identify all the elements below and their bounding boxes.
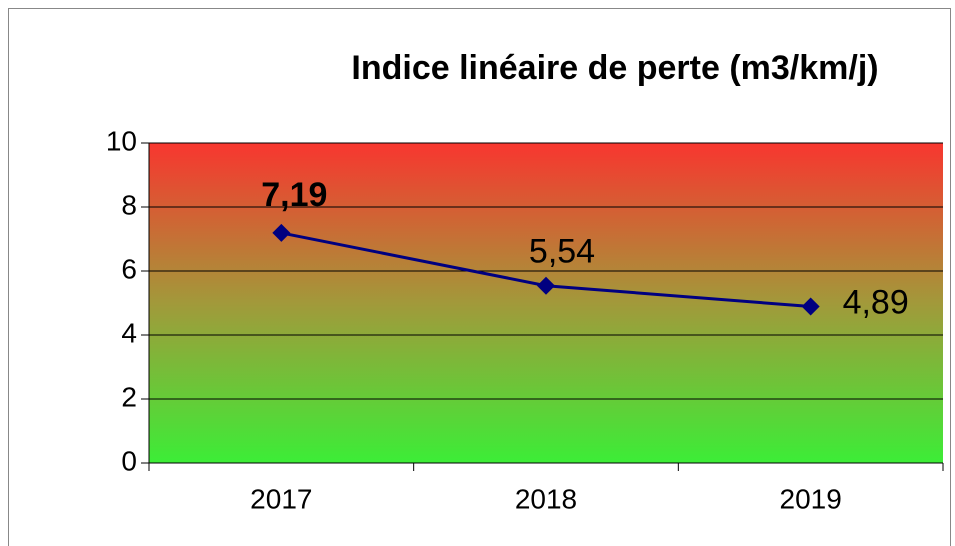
data-label: 4,89 (843, 284, 909, 322)
y-tick-label: 0 (121, 445, 137, 476)
marker (801, 297, 820, 316)
data-label: 5,54 (529, 233, 595, 271)
x-tick-label: 2019 (780, 483, 842, 514)
x-tick-label: 2017 (250, 483, 312, 514)
y-tick-label: 10 (106, 125, 137, 156)
chart-title: Indice linéaire de perte (m3/km/j) (351, 49, 878, 87)
x-tick-label: 2018 (515, 483, 577, 514)
chart-frame (8, 8, 951, 546)
y-tick-label: 6 (121, 253, 137, 284)
y-tick-label: 4 (121, 317, 137, 348)
marker (537, 276, 555, 295)
y-tick-label: 8 (121, 189, 137, 220)
marker (272, 223, 291, 242)
data-label: 7,19 (261, 176, 327, 214)
y-tick-label: 2 (121, 381, 137, 412)
